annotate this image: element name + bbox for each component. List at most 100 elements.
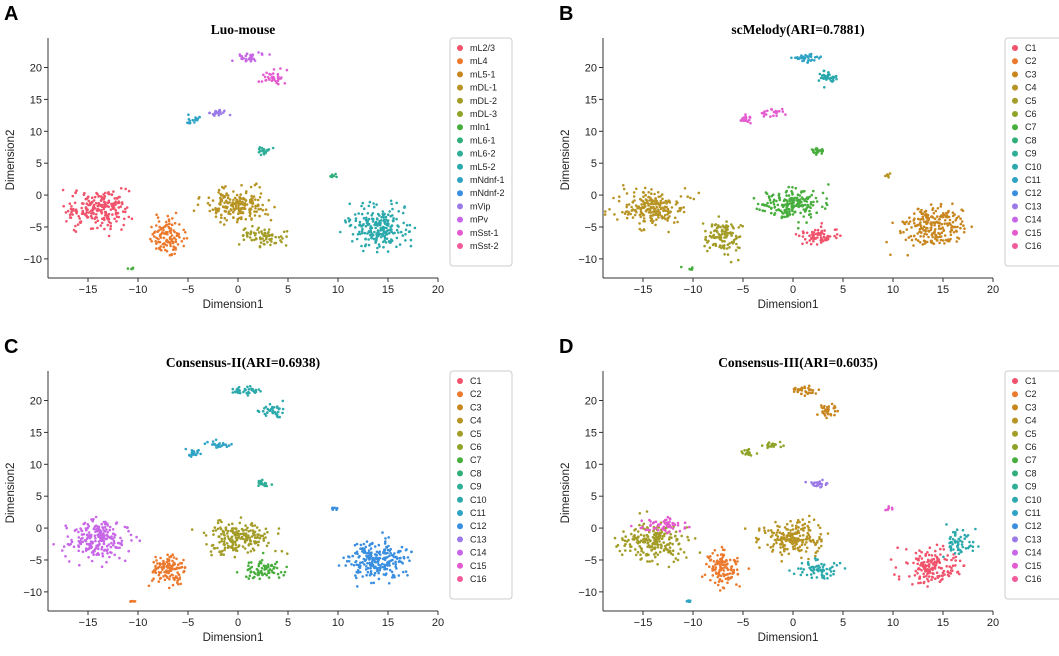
point-centre-arc <box>269 218 273 222</box>
point-centre-arc <box>248 200 252 204</box>
point-centre-arc <box>198 196 201 199</box>
point-small-right <box>888 172 892 175</box>
point-mid-left-stripe <box>719 225 722 229</box>
point-right-big <box>904 238 908 242</box>
point-upper-left-blob <box>658 533 661 536</box>
legend-label: C16 <box>1025 241 1042 251</box>
point-top-a <box>813 59 816 62</box>
point-right-big <box>379 226 383 230</box>
point-mid-left-stripe <box>710 223 714 226</box>
point-mid-left-stripe <box>704 235 708 239</box>
legend-label: mL6-1 <box>470 135 496 145</box>
point-mid-small <box>818 480 822 483</box>
x-tick-label: −15 <box>634 617 653 629</box>
point-right-big <box>940 222 943 226</box>
point-right-big <box>395 567 398 570</box>
point-centre-arc <box>769 546 772 549</box>
point-top-a <box>251 389 255 392</box>
point-mid-left-stripe <box>717 233 721 236</box>
point-centre-arc <box>793 204 797 207</box>
point-centre-lower <box>801 570 804 574</box>
point-upper-left-blob <box>118 546 121 550</box>
point-right-big <box>358 554 361 558</box>
point-right-big <box>358 570 362 574</box>
point-mid-upper-a <box>190 453 194 456</box>
point-top-b <box>272 68 276 71</box>
point-upper-left-blob <box>659 201 663 205</box>
legend-marker <box>457 45 463 51</box>
point-centre-arc <box>251 202 255 205</box>
point-right-big <box>930 554 934 557</box>
point-right-big <box>909 234 913 238</box>
point-upper-left-blob <box>651 541 655 545</box>
point-right-big <box>366 570 370 574</box>
point-centre-lower <box>263 243 266 246</box>
point-upper-left-blob <box>650 202 654 205</box>
point-centre-arc <box>239 207 243 210</box>
point-centre-arc <box>797 548 800 552</box>
point-right-big <box>360 229 364 233</box>
y-tick-label: 10 <box>585 126 597 138</box>
point-right-big <box>930 561 933 564</box>
point-mid-left-stripe <box>164 224 168 227</box>
point-right-top <box>971 545 975 548</box>
point-right-big <box>962 564 965 568</box>
point-centre-arc <box>214 215 218 218</box>
point-centre-lower <box>254 237 258 240</box>
point-right-big <box>361 575 365 578</box>
point-upper-left-blob <box>663 213 667 217</box>
point-centre-arc <box>211 199 215 202</box>
point-top-a <box>235 388 239 391</box>
point-top-a <box>799 56 802 59</box>
point-right-top <box>963 533 966 537</box>
point-mid-left-stripe <box>170 234 174 237</box>
point-upper-left-top <box>654 520 658 523</box>
point-upper-left-blob <box>622 530 625 533</box>
point-mid-left-stripe <box>719 568 723 572</box>
legend-label: C14 <box>1025 215 1042 225</box>
point-upper-left-blob <box>665 548 669 551</box>
point-upper-left-blob <box>657 537 660 541</box>
point-centre-lower <box>252 231 256 235</box>
point-mid-left-stripe <box>717 215 721 218</box>
point-right-big <box>908 216 911 219</box>
point-right-top <box>961 545 965 549</box>
point-upper-left-blob <box>120 228 123 231</box>
point-upper-left-blob <box>85 537 89 541</box>
point-centre-lower <box>839 234 842 237</box>
point-small-right <box>335 175 338 179</box>
point-mid-left-stripe <box>162 229 165 232</box>
point-upper-left-blob <box>676 558 680 562</box>
point-right-big <box>916 207 920 211</box>
point-upper-left-blob <box>117 215 121 219</box>
point-centre-arc <box>791 524 794 527</box>
point-centre-arc <box>218 550 221 554</box>
point-centre-arc <box>780 211 784 214</box>
point-centre-arc <box>791 186 794 189</box>
point-centre-arc <box>234 540 237 543</box>
point-top-a <box>242 390 245 394</box>
point-upper-left-blob <box>84 213 87 216</box>
point-upper-left-blob <box>660 193 664 196</box>
point-top-a <box>808 384 811 388</box>
point-upper-left-blob <box>106 215 110 219</box>
point-centre-lower <box>277 236 281 239</box>
point-right-big <box>376 231 379 235</box>
point-centre-lower <box>829 570 833 573</box>
point-upper-left-blob <box>88 534 92 537</box>
point-centre-lower <box>280 240 283 244</box>
point-mid-left-stripe <box>159 233 162 236</box>
point-upper-left-blob <box>655 199 658 203</box>
point-right-big <box>365 540 369 543</box>
point-top-b <box>285 68 289 72</box>
point-right-big <box>921 563 924 566</box>
point-centre-arc <box>827 183 830 186</box>
point-centre-arc <box>223 534 226 537</box>
point-right-big <box>383 567 386 571</box>
point-right-big <box>929 203 933 206</box>
point-centre-arc <box>223 546 227 550</box>
point-centre-arc <box>755 207 759 211</box>
point-upper-left-blob <box>656 546 660 549</box>
point-mid-left-stripe <box>726 572 730 576</box>
point-mid-left-stripe <box>719 574 723 578</box>
